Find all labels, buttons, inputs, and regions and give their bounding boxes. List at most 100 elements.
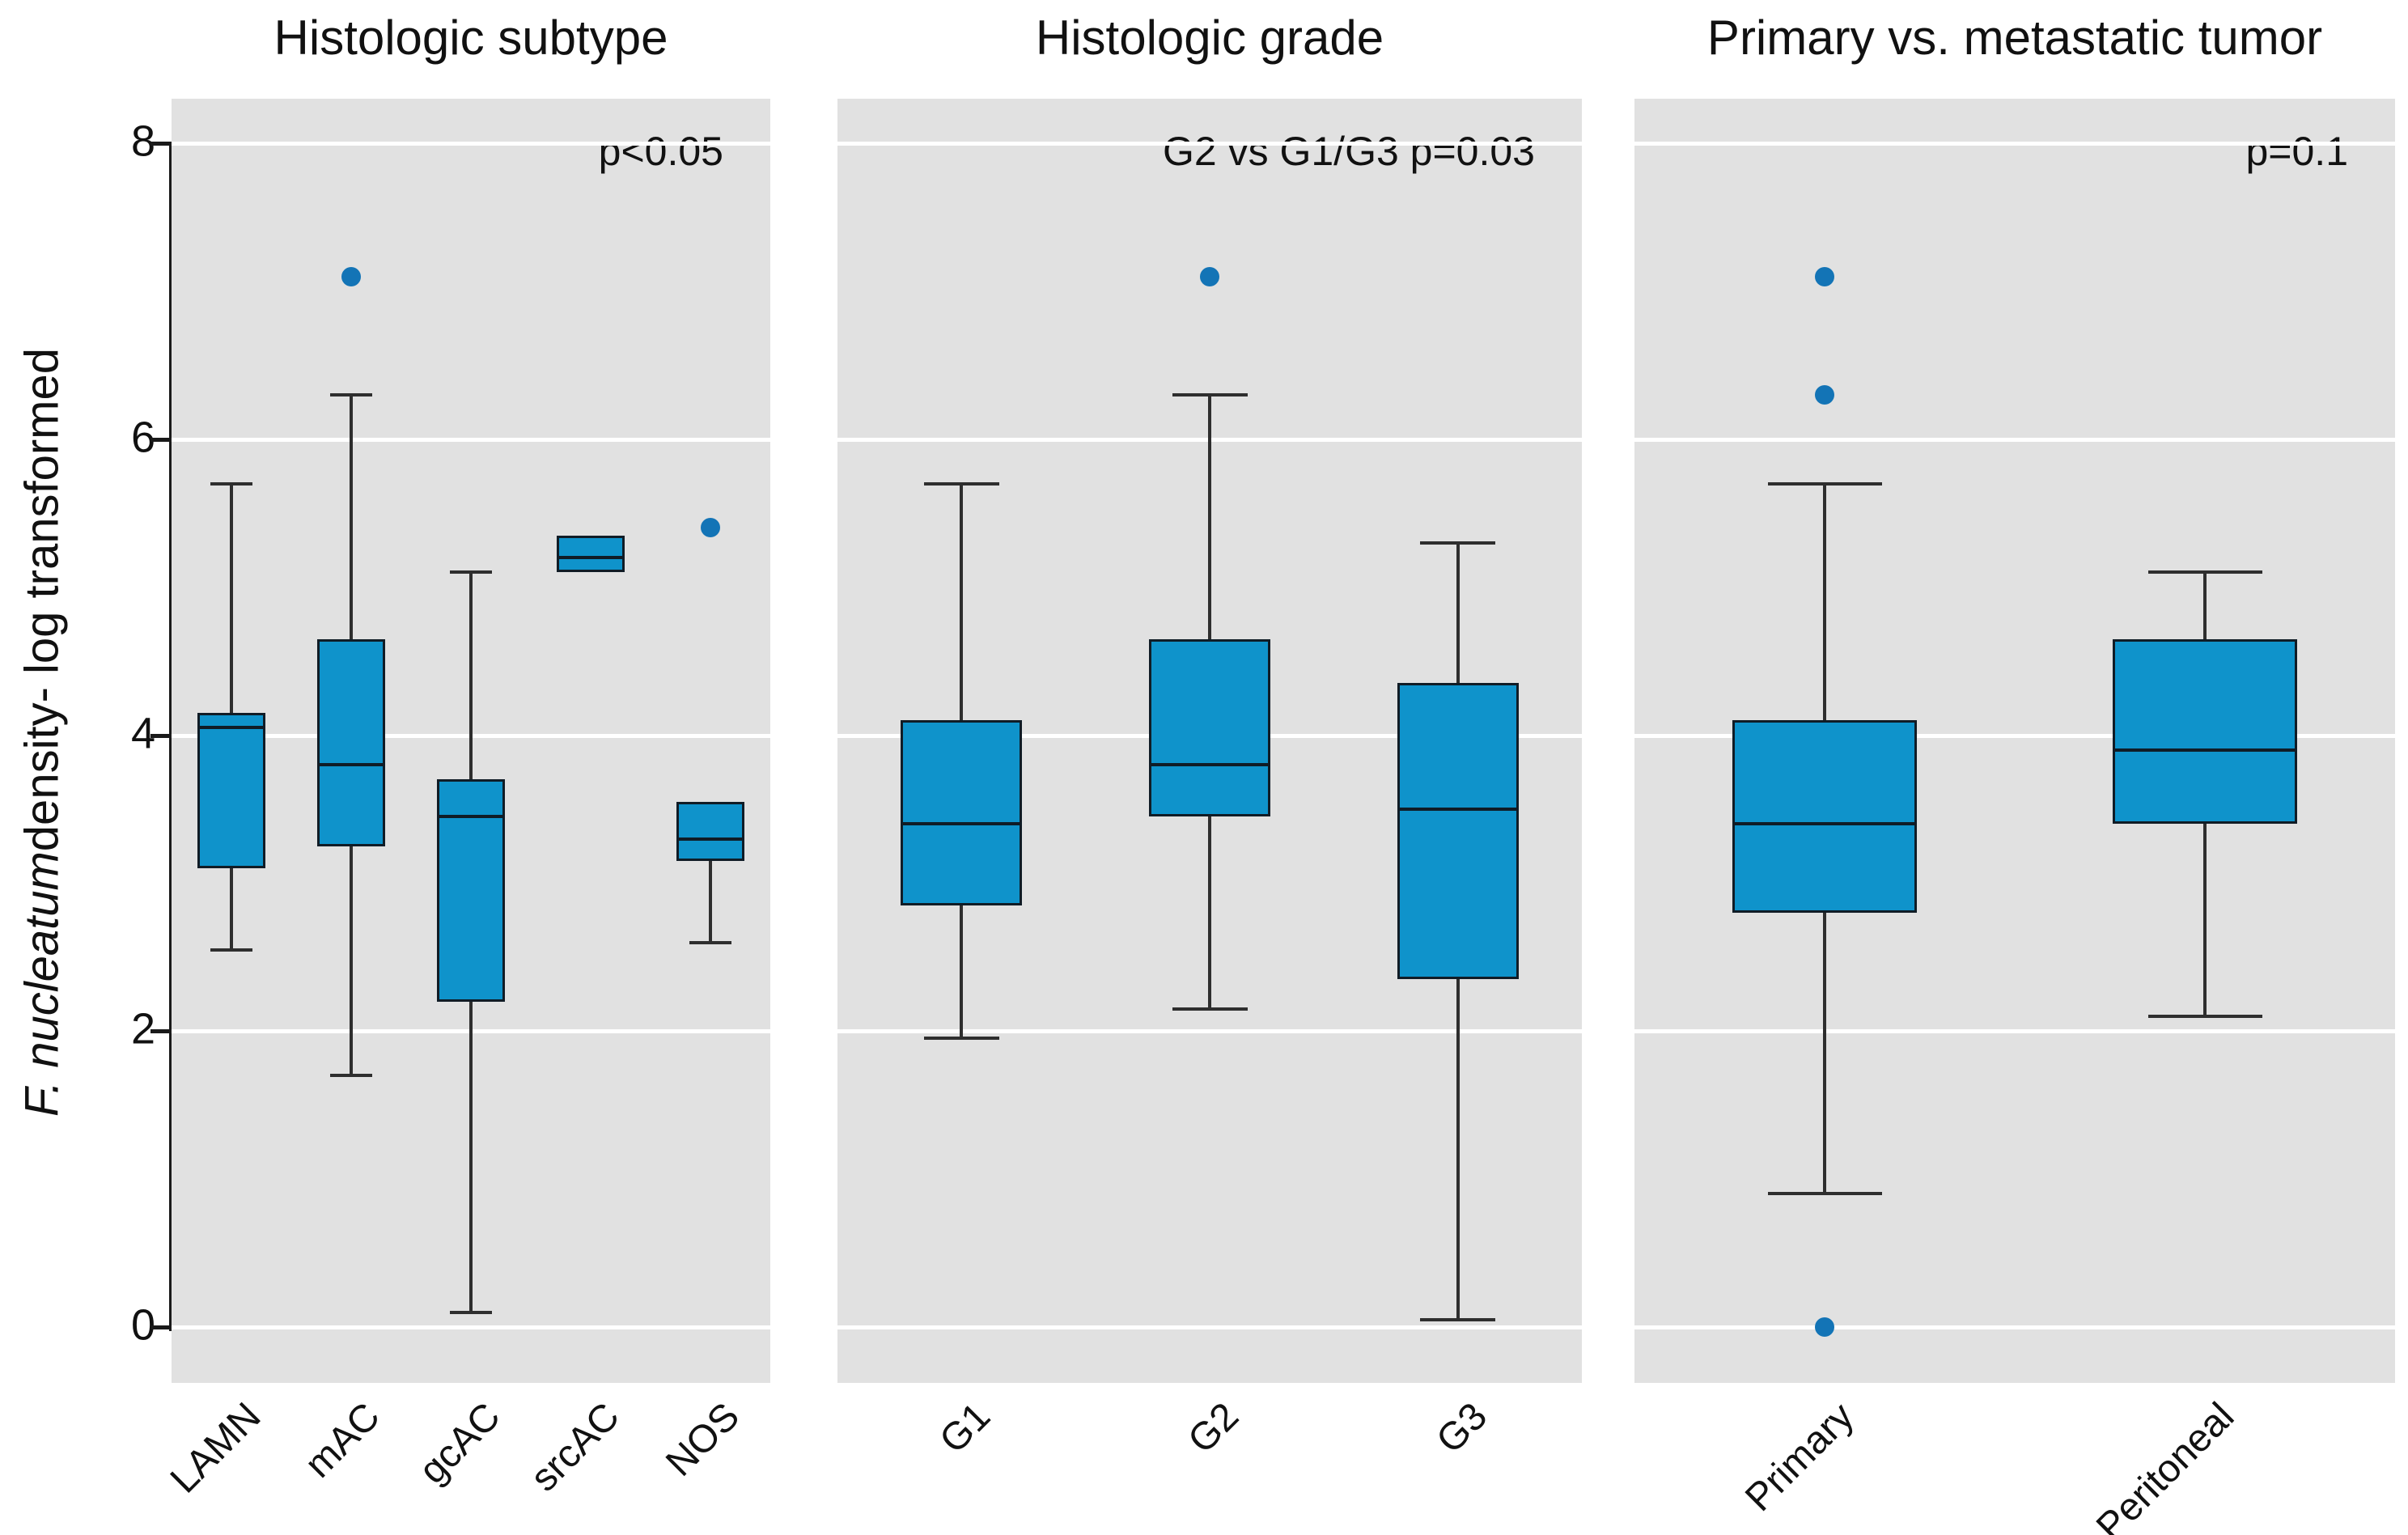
gridline [1634, 1325, 2395, 1329]
y-tick-mark [150, 1029, 172, 1034]
upper-whisker [469, 572, 473, 780]
upper-whisker-cap [1767, 481, 1882, 486]
lower-whisker [2203, 824, 2207, 1016]
gridline [837, 142, 1582, 146]
upper-whisker [1208, 394, 1211, 639]
lower-whisker [350, 846, 353, 1076]
y-tick-mark [150, 1325, 172, 1329]
panel-title-primary-vs-metastatic: Primary vs. metastatic tumor [1706, 11, 2323, 65]
outlier-dot [1815, 266, 1834, 286]
gridline [837, 1325, 1582, 1329]
upper-whisker-cap [330, 392, 372, 396]
box-LAMN [197, 713, 265, 869]
outlier-dot [1815, 384, 1834, 405]
y-tick-mark [150, 142, 172, 146]
x-tick-label-gcAC: gcAC [410, 1394, 509, 1493]
upper-whisker-cap [923, 481, 999, 486]
y-tick-mark [150, 733, 172, 738]
outlier-dot [341, 266, 361, 286]
box-Primary [1732, 720, 1917, 913]
gridline [172, 1325, 770, 1329]
box-G1 [901, 720, 1023, 905]
lower-whisker [469, 1001, 473, 1312]
x-tick-label-LAMN: LAMN [162, 1394, 269, 1502]
lower-whisker-cap [210, 948, 252, 952]
median-gcAC [439, 815, 502, 819]
gridline [837, 1029, 1582, 1034]
median-LAMN [200, 726, 263, 730]
lower-whisker-cap [923, 1037, 999, 1041]
y-tick-mark [150, 437, 172, 442]
median-Primary [1735, 822, 1914, 826]
gridline [1634, 733, 2395, 738]
plot-area-primary-vs-metastatic: p=0.1 [1634, 99, 2395, 1383]
gridline [172, 437, 770, 442]
lower-whisker-cap [1172, 1007, 1248, 1011]
x-tick-label-mAC: mAC [297, 1394, 389, 1486]
upper-whisker-cap [450, 570, 492, 575]
lower-whisker-cap [1767, 1192, 1882, 1196]
y-tick-label: 0 [130, 1300, 155, 1350]
box-srcAC [557, 535, 625, 573]
lower-whisker [709, 860, 712, 943]
y-axis-title-regular: density- log transformed [15, 348, 69, 852]
box-Peritoneal [2113, 638, 2297, 825]
upper-whisker [1823, 483, 1826, 721]
pvalue-annotation: G2 vs G1/G3 p=0.03 [1163, 129, 1535, 174]
x-tick-label-Primary: Primary [1736, 1394, 1863, 1520]
outlier-dot [701, 518, 720, 538]
lower-whisker [960, 905, 964, 1039]
plot-area-histologic-subtype: p<0.05 [172, 99, 770, 1383]
x-tick-label-Peritoneal: Peritoneal [2088, 1394, 2243, 1535]
lower-whisker-cap [689, 940, 731, 944]
lower-whisker [1823, 912, 1826, 1194]
gridline [1634, 1029, 2395, 1034]
lower-whisker [1208, 816, 1211, 1009]
upper-whisker [230, 483, 233, 714]
median-G3 [1399, 807, 1516, 811]
x-tick-label-G2: G2 [1180, 1394, 1248, 1462]
gridline [1634, 437, 2395, 442]
median-mAC [320, 763, 383, 767]
panel-title-histologic-subtype: Histologic subtype [273, 11, 668, 65]
y-axis-title: F. nucleatumdensity- log transformed [15, 348, 70, 1117]
box-G3 [1397, 683, 1519, 980]
lower-whisker-cap [450, 1310, 492, 1314]
median-G1 [903, 822, 1020, 826]
box-NOS [676, 801, 744, 861]
pvalue-annotation: p<0.05 [598, 129, 723, 174]
x-tick-label-NOS: NOS [658, 1394, 748, 1485]
lower-whisker-cap [2147, 1014, 2262, 1018]
box-gcAC [437, 779, 505, 1002]
y-tick-label: 4 [130, 709, 155, 758]
median-G2 [1151, 763, 1268, 767]
lower-whisker [1456, 979, 1460, 1320]
y-axis-title-italic: F. nucleatum [15, 851, 69, 1117]
y-tick-label: 2 [130, 1004, 155, 1054]
outlier-dot [1815, 1317, 1834, 1337]
upper-whisker [1456, 542, 1460, 684]
outlier-dot [1200, 266, 1219, 286]
x-tick-label-G1: G1 [931, 1394, 999, 1462]
y-tick-label: 8 [130, 117, 155, 166]
gridline [172, 142, 770, 146]
pvalue-annotation: p=0.1 [2245, 129, 2348, 174]
median-srcAC [559, 556, 622, 560]
box-mAC [317, 638, 385, 846]
y-tick-label: 6 [130, 413, 155, 462]
lower-whisker-cap [1420, 1317, 1496, 1321]
upper-whisker-cap [2147, 570, 2262, 575]
lower-whisker-cap [330, 1074, 372, 1078]
upper-whisker-cap [1172, 392, 1248, 396]
lower-whisker [230, 868, 233, 950]
box-G2 [1149, 638, 1270, 817]
x-tick-label-srcAC: srcAC [523, 1394, 629, 1500]
upper-whisker [960, 483, 964, 721]
x-tick-label-G3: G3 [1428, 1394, 1495, 1462]
median-NOS [679, 837, 742, 841]
upper-whisker-cap [1420, 541, 1496, 545]
gridline [1634, 142, 2395, 146]
plot-area-histologic-grade: G2 vs G1/G3 p=0.03 [837, 99, 1582, 1383]
upper-whisker [350, 394, 353, 639]
